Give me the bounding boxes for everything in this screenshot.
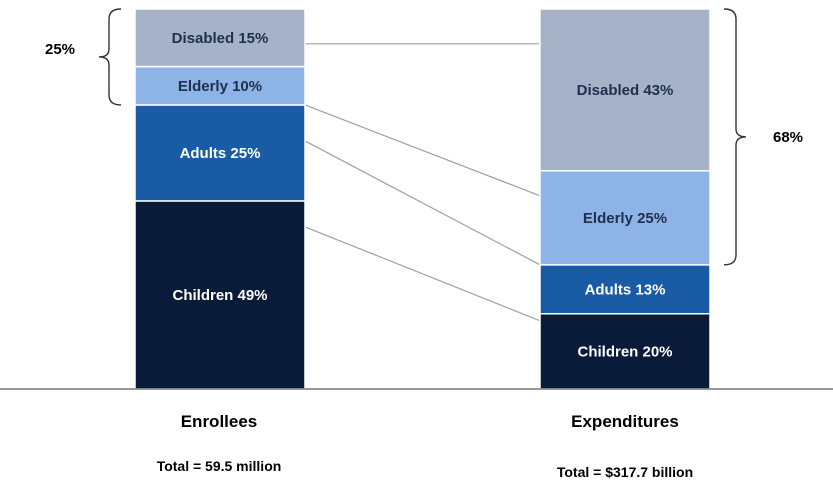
connector-adults bbox=[304, 140, 541, 266]
connector-children bbox=[304, 226, 541, 322]
segment-label-adults-enrollees: Adults 25% bbox=[180, 145, 261, 162]
connector-elderly bbox=[304, 104, 541, 197]
segment-label-disabled-expenditures: Disabled 43% bbox=[577, 82, 674, 99]
bracket-label-right: 68% bbox=[773, 129, 803, 146]
category-label-enrollees: Enrollees bbox=[180, 412, 258, 431]
bars-group: Children 49% Adults 25% Elderly 10% Disable… bbox=[134, 8, 711, 390]
bar-segment-elderly-expenditures bbox=[539, 170, 711, 266]
segment-label-adults-expenditures: Adults 13% bbox=[585, 281, 666, 298]
segment-label-children-expenditures: Children 20% bbox=[577, 343, 672, 360]
bracket-left bbox=[98, 8, 122, 106]
bar-segment-elderly-enrollees bbox=[134, 65, 306, 106]
brackets-group: 25% 68% bbox=[45, 8, 803, 266]
bar-segment-disabled-enrollees bbox=[134, 8, 306, 68]
connector-lines bbox=[304, 43, 541, 322]
total-label-enrollees: Total = 59.5 million bbox=[156, 458, 282, 474]
bar-segment-children-expenditures bbox=[539, 313, 711, 390]
bar-segment-children-enrollees bbox=[134, 200, 306, 390]
segment-label-children-enrollees: Children 49% bbox=[172, 287, 267, 304]
segment-label-elderly-expenditures: Elderly 25% bbox=[583, 210, 667, 227]
bracket-right bbox=[723, 8, 747, 266]
total-label-expenditures: Total = $317.7 billion bbox=[556, 464, 694, 480]
category-label-expenditures: Expenditures bbox=[571, 412, 679, 431]
segment-label-disabled-enrollees: Disabled 15% bbox=[172, 30, 269, 47]
bar-segment-disabled-expenditures bbox=[539, 8, 711, 172]
bracket-label-left: 25% bbox=[45, 41, 75, 58]
segment-label-elderly-enrollees: Elderly 10% bbox=[178, 78, 262, 95]
